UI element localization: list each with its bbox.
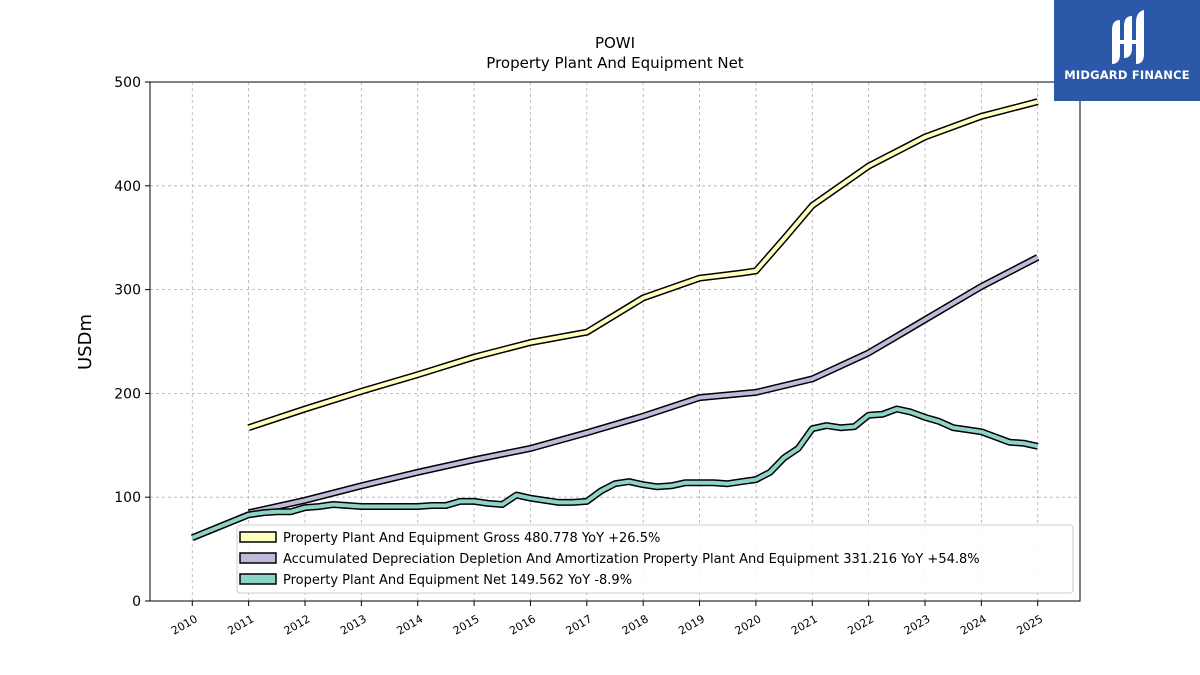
- x-tick-label: 2022: [845, 612, 876, 637]
- grid-lines: [150, 81, 1080, 602]
- plot-frame: [149, 81, 1081, 602]
- x-tick-label: 2023: [902, 612, 933, 637]
- legend: Property Plant And Equipment Gross 480.7…: [236, 524, 1074, 594]
- logo-mark-icon: [1112, 10, 1144, 64]
- x-tick-label: 2020: [733, 612, 764, 637]
- y-tick-label: 200: [114, 386, 141, 402]
- x-tick-label: 2015: [451, 612, 482, 637]
- chart-title: POWI: [595, 34, 635, 52]
- y-tick-label: 500: [114, 75, 141, 91]
- y-tick-label: 400: [114, 179, 141, 195]
- legend-box: [236, 524, 1074, 594]
- series-line: [247, 99, 1039, 430]
- x-tick-label: 2024: [958, 612, 989, 637]
- x-tick-label: 2021: [789, 612, 820, 637]
- y-tick-label: 0: [132, 594, 141, 610]
- legend-label: Property Plant And Equipment Net 149.562…: [283, 573, 632, 588]
- x-tick-label: 2019: [676, 612, 707, 637]
- series-line: [248, 255, 1039, 515]
- series-1: [247, 98, 1039, 432]
- series-lines: [190, 98, 1040, 541]
- x-tick-label: 2018: [620, 612, 651, 637]
- y-tick-label: 300: [114, 283, 141, 299]
- series-line: [191, 407, 1039, 540]
- x-tick-label: 2014: [394, 612, 425, 637]
- legend-label: Property Plant And Equipment Gross 480.7…: [283, 531, 660, 546]
- legend-swatch: [239, 531, 277, 543]
- legend-swatch: [239, 573, 277, 585]
- y-tick-label: 100: [114, 490, 141, 506]
- legend-label: Accumulated Depreciation Depletion And A…: [283, 552, 980, 567]
- x-tick-label: 2012: [282, 612, 313, 637]
- logo-text: MIDGARD FINANCE: [1064, 68, 1190, 82]
- y-axis-label: USDm: [75, 314, 96, 370]
- x-tick-label: 2017: [564, 612, 595, 637]
- series-line-outline: [190, 405, 1039, 541]
- series-2: [247, 254, 1040, 517]
- brand-logo: MIDGARD FINANCE: [1054, 0, 1200, 101]
- series-3: [190, 405, 1039, 541]
- legend-swatch: [239, 552, 277, 564]
- x-tick-label: 2013: [338, 612, 369, 637]
- x-tick-label: 2010: [169, 612, 200, 637]
- x-tick-label: 2011: [225, 612, 256, 637]
- chart-subtitle: Property Plant And Equipment Net: [486, 54, 743, 72]
- x-tick-label: 2016: [507, 612, 538, 637]
- x-tick-label: 2025: [1014, 612, 1045, 637]
